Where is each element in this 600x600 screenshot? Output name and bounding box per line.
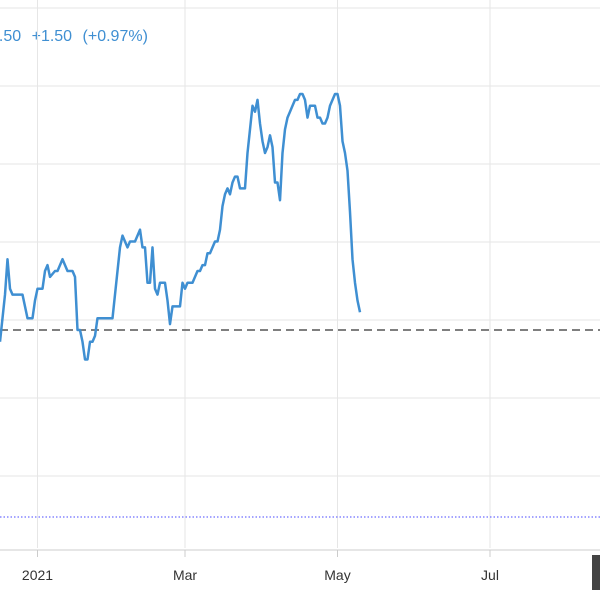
x-axis: 2021 Mar May Jul bbox=[0, 549, 600, 583]
x-tick-label: May bbox=[324, 567, 350, 583]
price-change-percent: (+0.97%) bbox=[82, 28, 148, 45]
grid-lines bbox=[0, 0, 600, 548]
price-series-line bbox=[0, 92, 362, 361]
price-change: +1.50 bbox=[31, 28, 73, 45]
x-tick-label: Mar bbox=[173, 567, 197, 583]
x-tick-label: Jul bbox=[481, 567, 499, 583]
chart-scroll-handle[interactable] bbox=[592, 555, 600, 590]
price-header: 6.50 +1.50 (+0.97%) bbox=[0, 28, 154, 46]
price-value: 6.50 bbox=[0, 28, 22, 45]
x-tick-label: 2021 bbox=[22, 567, 53, 583]
